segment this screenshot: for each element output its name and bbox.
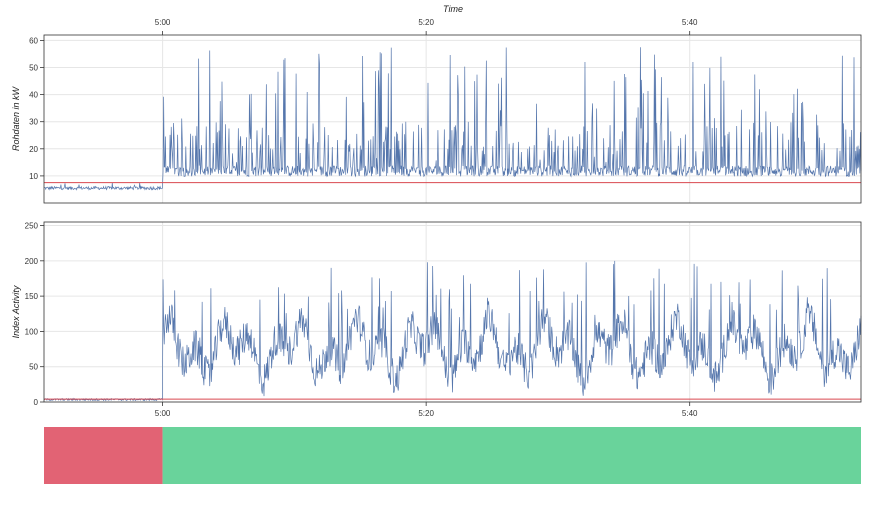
top-y-tick-labels: 10 20 30 40 50 60 <box>29 36 44 181</box>
top-y-axis-title: Rohdaten in kW <box>11 85 21 151</box>
y-tick-label: 40 <box>29 91 38 100</box>
y-tick-label: 20 <box>29 145 38 154</box>
y-tick-label: 60 <box>29 36 38 45</box>
y-tick-label: 30 <box>29 118 38 127</box>
state-strip <box>44 427 861 484</box>
top-plot-frame <box>43 34 862 204</box>
top-grid <box>44 35 861 203</box>
top-x-tick-labels: 5:005:205:406:006:206:40 <box>155 18 698 35</box>
y-tick-label: 150 <box>25 292 39 301</box>
y-tick-label: 250 <box>25 222 39 231</box>
x-tick-label: 5:00 <box>155 18 171 27</box>
x-tick-label: 5:00 <box>155 409 171 418</box>
state-segment-green <box>162 427 861 484</box>
y-tick-label: 100 <box>25 327 39 336</box>
x-tick-label: 5:40 <box>682 409 698 418</box>
state-segment-red <box>44 427 163 484</box>
x-axis-title: Time <box>443 4 463 14</box>
y-tick-label: 200 <box>25 257 39 266</box>
y-tick-label: 50 <box>29 363 38 372</box>
activity-index-plot: 5:005:205:406:006:206:40 050100150200250… <box>11 221 862 418</box>
activity-index-series <box>43 260 862 402</box>
x-tick-label: 5:20 <box>418 409 434 418</box>
bottom-y-axis-title: Index Activity <box>11 285 21 338</box>
series-line <box>43 47 862 191</box>
bottom-grid <box>44 222 861 403</box>
y-tick-label: 10 <box>29 172 38 181</box>
x-tick-label: 5:20 <box>418 18 434 27</box>
y-tick-label: 0 <box>34 398 39 407</box>
x-tick-label: 5:40 <box>682 18 698 27</box>
bottom-x-tick-labels: 5:005:205:406:006:206:40 <box>155 402 698 418</box>
bottom-y-tick-labels: 0 50 100 150 200 250 <box>25 222 44 407</box>
bottom-plot-frame <box>43 221 862 403</box>
series-line <box>43 260 862 402</box>
raw-power-series <box>43 47 862 191</box>
y-tick-label: 50 <box>29 64 38 73</box>
